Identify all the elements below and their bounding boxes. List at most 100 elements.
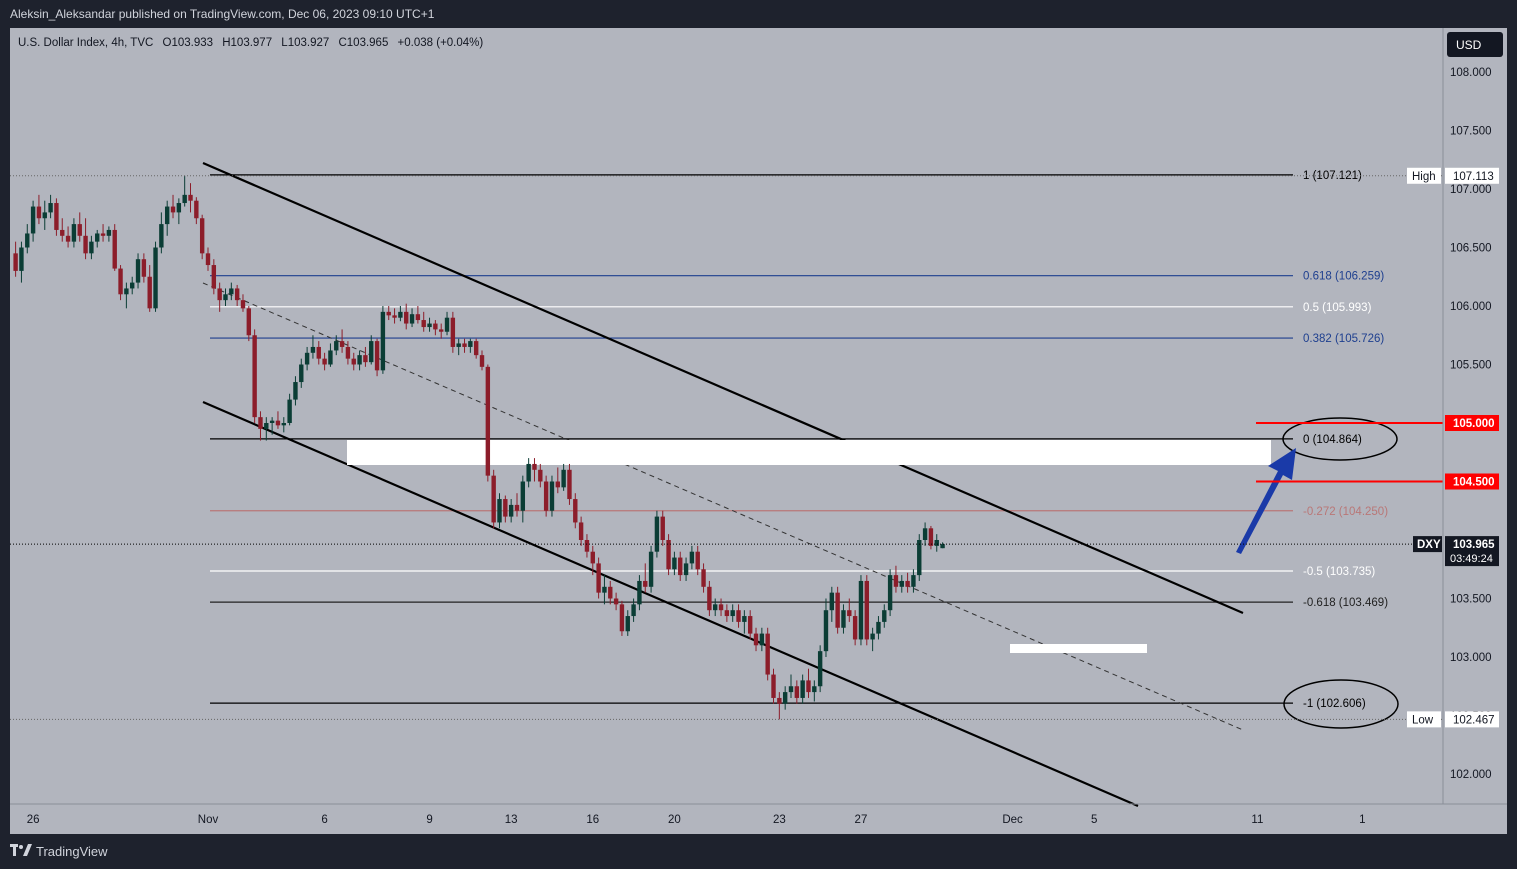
candle (293, 376, 298, 406)
candle (71, 218, 77, 248)
time-tick-label: 26 (27, 814, 40, 826)
candle-body (130, 282, 135, 289)
supply-zone-box[interactable] (347, 440, 1271, 465)
candle-body (753, 633, 759, 646)
price-tag-value: 107.113 (1453, 171, 1494, 183)
candle (95, 229, 100, 248)
support-zone-box[interactable] (1010, 644, 1147, 653)
legend-high: H103.977 (222, 37, 272, 49)
candle-body (404, 311, 409, 324)
time-tick-label: Nov (198, 814, 219, 826)
candle-body (561, 469, 566, 488)
fib-level[interactable]: 0.5 (105.993) (210, 302, 1372, 314)
price-tick-label: 102.000 (1450, 769, 1492, 781)
price-chart[interactable]: 1 (107.121) 0.618 (106.259) 0.5 (105.993) 0… (10, 28, 1507, 834)
candle-body (25, 233, 30, 248)
candle-body (345, 346, 351, 359)
candle (42, 200, 47, 230)
fib-level[interactable]: 0 (104.864) (210, 434, 1362, 446)
svg-text:U.S. Dollar Index, 4h, TVC: U.S. Dollar Index, 4h, TVC O103.933 H103… (18, 37, 483, 49)
candle (240, 294, 246, 312)
candle-body (211, 265, 217, 289)
candle (713, 598, 718, 617)
currency-button[interactable]: USD (1447, 32, 1503, 57)
candle-body (439, 329, 444, 332)
candle-body (176, 203, 182, 213)
candle (36, 194, 42, 225)
fib-retracement[interactable]: 1 (107.121) 0.618 (106.259) 0.5 (105.993) 0… (210, 170, 1388, 710)
fib-level[interactable]: -1 (102.606) (210, 698, 1366, 710)
fib-level[interactable]: -0.618 (103.469) (210, 597, 1388, 609)
candle (194, 197, 199, 225)
candle-body (77, 224, 82, 236)
candle (567, 463, 572, 505)
candle (170, 194, 176, 219)
candle-body (369, 341, 374, 363)
candle-body (351, 358, 356, 365)
fib-level[interactable]: -0.5 (103.735) (210, 566, 1375, 578)
candle (917, 534, 922, 581)
candle-body (304, 352, 310, 365)
channel-midline-dashed[interactable] (202, 282, 1244, 731)
price-alert-lines[interactable] (1256, 422, 1443, 483)
candle-body (363, 355, 368, 363)
candle (829, 586, 835, 622)
candle (724, 604, 730, 622)
candle (823, 598, 829, 657)
chart-frame[interactable]: 1 (107.121) 0.618 (106.259) 0.5 (105.993) 0… (10, 28, 1507, 834)
candle-body (71, 224, 77, 242)
candle-body (590, 551, 595, 564)
candle (771, 668, 776, 704)
candle (788, 674, 794, 698)
candle (299, 358, 304, 388)
candle (584, 534, 590, 558)
channel-upper-line[interactable] (202, 161, 1244, 615)
candle-body (147, 276, 152, 309)
candle (555, 467, 560, 494)
candle (473, 338, 479, 359)
legend-low: L103.927 (281, 37, 329, 49)
target-circle[interactable] (1282, 417, 1398, 461)
tradingview-logo-icon (10, 844, 32, 859)
tradingview-brand[interactable]: TradingView (10, 844, 108, 859)
candle-body (887, 575, 893, 611)
candle (485, 364, 491, 482)
candle (934, 534, 939, 552)
fib-level[interactable]: 0.618 (106.259) (210, 271, 1384, 283)
price-tag-value: 105.000 (1453, 418, 1495, 430)
candle-body (823, 610, 829, 652)
candle (409, 308, 415, 328)
fib-level[interactable]: 1 (107.121) (210, 170, 1362, 182)
fib-level[interactable]: 0.382 (105.726) (210, 333, 1384, 345)
candle (415, 306, 421, 324)
candle-body (229, 288, 234, 295)
candle (806, 668, 811, 698)
time-axis[interactable]: 26 Nov 6 9 13 16 20 23 27 Dec 5 11 1 (27, 814, 1366, 826)
channel-lower-line[interactable] (202, 400, 1139, 808)
candle-body (223, 294, 228, 301)
time-tick-label: 5 (1091, 814, 1097, 826)
candle (205, 247, 211, 271)
candle (835, 586, 840, 634)
candle (718, 598, 724, 617)
projection-arrow[interactable] (1236, 448, 1296, 554)
fib-level[interactable]: -0.272 (104.250) (210, 506, 1388, 518)
candle (287, 393, 292, 426)
candle-body (13, 253, 18, 271)
candle-body (689, 551, 695, 564)
candle-body (188, 194, 193, 201)
candle-body (654, 516, 660, 552)
candle (695, 545, 700, 576)
candle (357, 350, 362, 371)
candle-body (374, 341, 380, 371)
candle-body (60, 229, 65, 236)
candle-body (765, 633, 770, 675)
candle-body (112, 229, 117, 269)
candle-body (194, 200, 199, 219)
trendlines[interactable] (202, 161, 1399, 808)
low-circle[interactable] (1283, 679, 1399, 729)
candle-body (520, 481, 526, 511)
candle (153, 241, 158, 312)
candle (281, 417, 286, 433)
candle (264, 417, 269, 441)
